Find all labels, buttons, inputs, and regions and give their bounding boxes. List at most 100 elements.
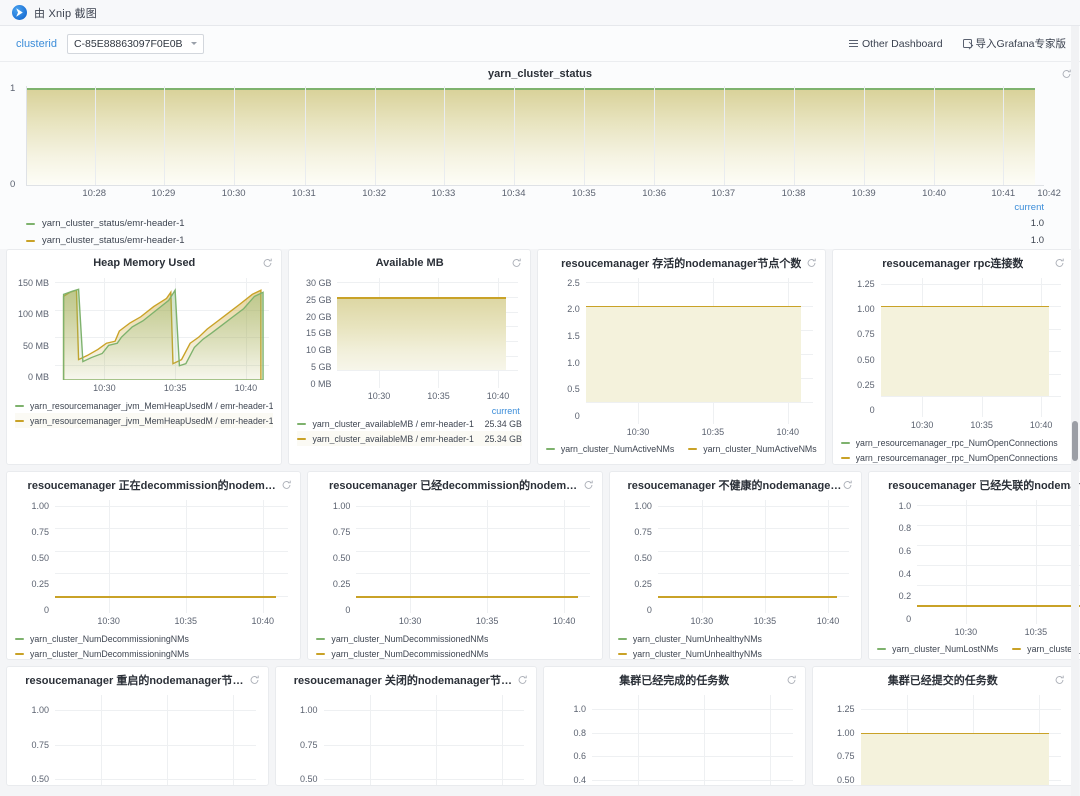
y-tick: 0 (869, 404, 875, 415)
refresh-icon[interactable] (786, 675, 797, 686)
legend-item[interactable]: yarn_cluster_NumLostNMs (877, 642, 998, 656)
y-tick: 0.50 (31, 553, 49, 564)
dashboard-toolbar: clusterid C-85E88863097F0E0B Other Dashb… (0, 26, 1080, 62)
refresh-icon[interactable] (1061, 69, 1072, 80)
refresh-icon[interactable] (1054, 258, 1065, 269)
x-axis: 10:30 10:35 10:40 (586, 426, 813, 440)
panel-title: yarn_cluster_status (488, 68, 592, 80)
refresh-icon[interactable] (806, 258, 817, 269)
legend-item[interactable]: yarn_cluster_availableMB / emr-header-1 … (297, 431, 522, 446)
panel-title: Available MB (375, 257, 444, 269)
legend-color-swatch (26, 239, 35, 242)
refresh-icon[interactable] (842, 480, 853, 491)
legend-color-swatch (617, 652, 627, 655)
refresh-icon[interactable] (517, 675, 528, 686)
panel-header: 集群已经完成的任务数 (544, 667, 805, 693)
scrollbar-thumb[interactable] (1072, 421, 1078, 461)
x-tick: 10:30 (221, 188, 246, 199)
x-tick: 10:30 (93, 383, 116, 393)
y-axis: 1.00 0.75 0.50 0.25 0 (314, 500, 354, 629)
legend-series-name: yarn_cluster_NumDecommissionedNMs (331, 633, 489, 644)
x-tick: 10:35 (427, 391, 450, 401)
refresh-icon[interactable] (1054, 675, 1065, 686)
y-tick: 0.75 (31, 527, 49, 538)
panel-legend: yarn_resourcemanager_rpc_NumOpenConnecti… (833, 433, 1073, 470)
legend-series-name: yarn_cluster_status/emr-header-1 (42, 235, 185, 246)
chart-area: 1.00 0.75 0.50 0.25 0 10:30 10:35 10:40 (616, 500, 851, 629)
y-tick: 30 GB (305, 278, 332, 289)
legend-series-name: yarn_cluster_NumDecommissioningNMs (30, 648, 189, 659)
y-tick: 5 GB (310, 362, 332, 373)
legend-item[interactable]: yarn_cluster_NumDecommissionedNMs (316, 646, 593, 661)
panel-row-2: resoucemanager 正在decommission的nodemanage… (0, 471, 1080, 660)
legend-item[interactable]: yarn_cluster_NumActiveNMs (545, 442, 674, 456)
legend-color-swatch (316, 652, 326, 655)
legend-series-name: yarn_cluster_NumUnhealthyNMs (632, 648, 762, 659)
hero-x-axis: 10:28 10:29 10:30 10:31 10:32 10:33 10:3… (26, 186, 1061, 199)
y-tick: 1.00 (332, 501, 351, 512)
y-tick: 0.6 (898, 545, 912, 556)
legend-item[interactable]: yarn_cluster_NumDecommissioningNMs (15, 631, 292, 646)
legend-item[interactable]: yarn_cluster_status/emr-header-1 1.0 (26, 232, 1044, 249)
y-tick: 0.75 (857, 329, 875, 340)
refresh-icon[interactable] (583, 480, 594, 491)
legend-item[interactable]: yarn_resourcemanager_jvm_MemHeapUsedM / … (15, 413, 274, 428)
panel-yarn-cluster-status: yarn_cluster_status 1 0 10:28 10:29 10:3… (0, 62, 1080, 249)
panel-available-mb: Available MB 30 GB 25 GB 20 GB 15 GB 10 … (288, 249, 531, 465)
panel-header: resoucemanager 正在decommission的nodemanage… (7, 472, 300, 498)
zero-line (356, 596, 578, 598)
y-tick: 0.2 (898, 591, 912, 602)
panel-title: resoucemanager 重启的nodemanager节点个数 (25, 675, 250, 687)
legend-item[interactable]: yarn_cluster_NumLostNMs (1012, 642, 1080, 656)
panel-row-3: resoucemanager 重启的nodemanager节点个数 1.00 0… (0, 666, 1080, 786)
legend-item[interactable]: yarn_cluster_NumActiveNMs (688, 442, 817, 456)
x-tick: 10:29 (151, 188, 176, 199)
y-tick: 1.00 (31, 705, 49, 716)
x-tick: 10:40 (1029, 420, 1053, 430)
legend-item[interactable]: yarn_cluster_NumDecommissionedNMs (316, 631, 593, 646)
legend-color-swatch (840, 456, 850, 459)
x-tick: 10:33 (431, 188, 456, 199)
panel-legend: current yarn_cluster_availableMB / emr-h… (289, 404, 529, 451)
plot-area (657, 500, 850, 613)
clusterid-label: clusterid (16, 37, 57, 50)
y-tick: 1.5 (567, 330, 580, 341)
y-tick: 0.50 (332, 553, 351, 564)
panel-legend: yarn_cluster_NumDecommissionedNMs yarn_c… (308, 629, 601, 666)
x-tick: 10:30 (97, 616, 120, 626)
refresh-icon[interactable] (281, 480, 292, 491)
legend-series-name: yarn_cluster_availableMB / emr-header-1 (312, 418, 474, 429)
y-tick: 1.0 (573, 704, 586, 715)
refresh-icon[interactable] (249, 675, 260, 686)
page-scrollbar[interactable] (1071, 26, 1079, 796)
y-tick: 0.4 (898, 568, 912, 579)
legend-item[interactable]: yarn_cluster_NumDecommissioningNMs (15, 646, 292, 661)
panel-legend: yarn_cluster_NumDecommissioningNMs yarn_… (7, 629, 300, 666)
legend-item[interactable]: yarn_resourcemanager_jvm_MemHeapUsedM / … (15, 398, 273, 413)
panel-title: resoucemanager rpc连接数 (882, 258, 1024, 270)
refresh-icon[interactable] (262, 258, 273, 269)
y-tick: 20 GB (305, 311, 332, 322)
hamburger-icon (849, 39, 858, 48)
y-axis: 30 GB 25 GB 20 GB 15 GB 10 GB 5 GB 0 MB (295, 278, 335, 404)
y-tick: 0.25 (857, 379, 875, 390)
x-tick: 10:39 (851, 188, 876, 199)
x-tick: 10:35 (970, 420, 993, 430)
y-tick: 0.50 (836, 774, 855, 785)
y-tick: 0.8 (898, 523, 912, 534)
panel-unhealthy-nodemanagers: resoucemanager 不健康的nodemanager节点个数 1.00 … (608, 471, 863, 661)
legend-item[interactable]: yarn_cluster_NumUnhealthyNMs (617, 646, 853, 661)
legend-item[interactable]: yarn_resourcemanager_rpc_NumOpenConnecti… (840, 435, 1065, 450)
refresh-icon[interactable] (511, 258, 522, 269)
import-grafana-button[interactable]: 导入Grafana专家版 (962, 36, 1066, 51)
legend-item[interactable]: yarn_cluster_availableMB / emr-header-1 … (297, 416, 522, 431)
legend-color-swatch (840, 441, 850, 444)
hero-plot-area (26, 86, 1044, 186)
legend-item[interactable]: yarn_cluster_status/emr-header-1 1.0 (26, 215, 1044, 232)
panel-rebooted-nodemanagers: resoucemanager 重启的nodemanager节点个数 1.00 0… (6, 666, 269, 786)
clusterid-select[interactable]: C-85E88863097F0E0B (66, 33, 204, 54)
legend-item[interactable]: yarn_cluster_NumUnhealthyNMs (617, 631, 853, 646)
other-dashboard-button[interactable]: Other Dashboard (849, 38, 943, 50)
plot-area (323, 695, 524, 785)
legend-item[interactable]: yarn_resourcemanager_rpc_NumOpenConnecti… (840, 450, 1065, 465)
